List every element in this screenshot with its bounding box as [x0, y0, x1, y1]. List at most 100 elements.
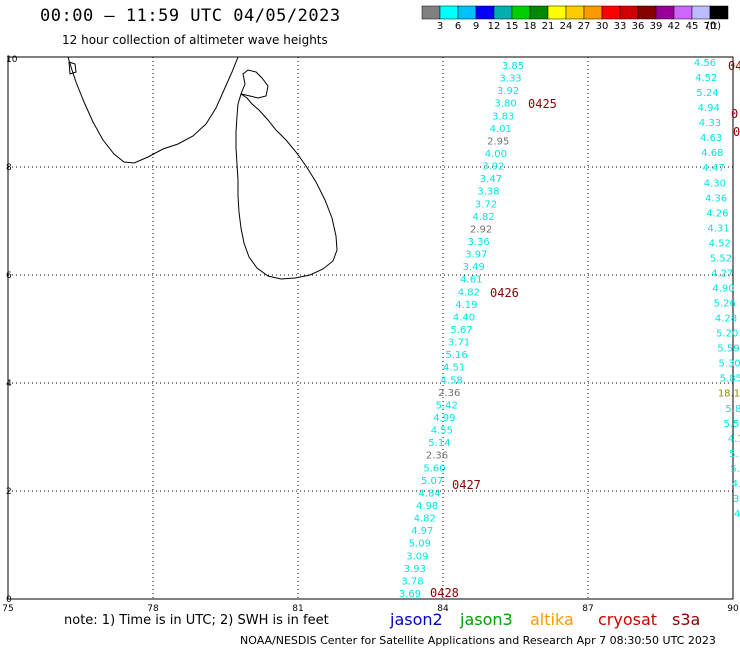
wave-height-label: 4.84 — [418, 488, 440, 499]
latitude-tick-label: 2 — [6, 487, 12, 497]
legend-tick-label: 15 — [506, 21, 519, 32]
mission-s3a: s3a — [672, 610, 701, 629]
longitude-tick-label: 90 — [727, 604, 739, 614]
wave-height-label: 5.85 — [720, 374, 740, 385]
legend-swatch — [493, 5, 513, 20]
wave-height-label: 4.52 — [709, 238, 731, 249]
wave-height-label: 5.8 — [725, 404, 740, 415]
wave-height-label: 3.85 — [502, 61, 524, 72]
legend-tick-label: 24 — [560, 21, 573, 32]
legend-swatch — [601, 5, 621, 20]
india-islet — [68, 61, 77, 75]
wave-height-label: 5.24 — [696, 88, 718, 99]
wave-height-label: 2.95 — [487, 136, 509, 147]
mission-jason3: jason3 — [460, 610, 513, 629]
wave-height-label: 4.30 — [704, 178, 726, 189]
wave-height-label: 4.99 — [433, 413, 455, 424]
latitude-tick-label: 10 — [6, 55, 18, 65]
color-legend — [421, 5, 729, 20]
pass-label-partial: 04 — [728, 59, 740, 73]
wave-height-label: 4.7 — [728, 434, 740, 445]
legend-swatch — [583, 5, 603, 20]
legend-tick-label: 3 — [437, 21, 443, 32]
wave-height-label: 4.31 — [707, 223, 729, 234]
longitude-tick-label: 87 — [582, 604, 593, 614]
pass-label-0426: 0426 — [490, 286, 519, 300]
wave-height-label: 5.57 — [723, 419, 740, 430]
longitude-tick-label: 81 — [292, 604, 303, 614]
wave-height-label: 4.00 — [485, 149, 507, 160]
wave-height-label: 3.38 — [477, 187, 499, 198]
wave-height-label: 5.26 — [714, 299, 736, 310]
longitude-tick-label: 75 — [2, 604, 13, 614]
wave-height-label: 5.59 — [717, 344, 739, 355]
wave-height-label: 3.80 — [495, 99, 517, 110]
wave-height-label: 3.78 — [401, 576, 423, 587]
wave-height-label: 4.98 — [416, 501, 438, 512]
wave-height-label: 3.49 — [463, 262, 485, 273]
wave-height-label: 5.67 — [450, 325, 472, 336]
wave-height-label: 4.52 — [695, 73, 717, 84]
wave-height-label: 5.60 — [423, 463, 445, 474]
wave-height-label: 4.58 — [441, 375, 463, 386]
wave-height-label: 3.92 — [482, 162, 504, 173]
pass-label-partial: 0 — [733, 125, 740, 139]
wave-height-label: 5.1 — [729, 449, 740, 460]
jaffna-peninsula — [240, 69, 269, 99]
chart-title: 00:00 – 11:59 UTC 04/05/2023 — [40, 6, 341, 26]
wave-height-label: 4.56 — [694, 58, 716, 69]
wave-height-label: 5.42 — [436, 400, 458, 411]
wave-height-label: 5.1 — [730, 464, 740, 475]
wave-height-label: 2.36 — [426, 451, 448, 462]
wave-height-label: 2.92 — [470, 224, 492, 235]
mission-altika: altika — [530, 610, 574, 629]
legend-unit: (ft) — [706, 21, 721, 32]
legend-tick-label: 45 — [686, 21, 699, 32]
legend-swatch — [565, 5, 585, 20]
legend-swatch — [709, 5, 729, 20]
legend-tick-label: 70 — [704, 21, 717, 32]
wave-height-label: 3.09 — [406, 551, 428, 562]
wave-height-label: 4.1 — [734, 509, 740, 520]
wave-height-label: 4.27 — [711, 268, 733, 279]
india-coastline — [67, 56, 239, 164]
wave-height-label: 4.63 — [700, 133, 722, 144]
wave-height-label: 4.94 — [698, 103, 720, 114]
pass-label-0427: 0427 — [452, 478, 481, 492]
wave-height-label: 4.97 — [411, 526, 433, 537]
legend-swatch — [475, 5, 495, 20]
altimeter-track-east: 4.56 4.52 5.24 4.94 4.33 4.63 4.68 4.47 4.30 4.36… — [694, 58, 740, 520]
legend-tick-label: 33 — [614, 21, 627, 32]
legend-swatch — [421, 5, 441, 20]
wave-height-label: 5.07 — [421, 476, 443, 487]
wave-height-label: 4.82 — [458, 287, 480, 298]
wave-height-label: 5.16 — [445, 350, 467, 361]
pass-label-0425: 0425 — [528, 97, 557, 111]
pass-label-partial: 0 — [731, 107, 738, 121]
legend-swatch — [511, 5, 531, 20]
legend-swatch — [655, 5, 675, 20]
wave-height-label: 4.68 — [701, 148, 723, 159]
mission-cryosat: cryosat — [598, 610, 658, 629]
wave-height-label: 4.28 — [715, 314, 737, 325]
legend-swatch — [673, 5, 693, 20]
wave-height-label: 3.36 — [468, 237, 490, 248]
legend-swatch — [619, 5, 639, 20]
latitude-tick-label: 6 — [6, 271, 12, 281]
wave-height-label: 5.09 — [409, 539, 431, 550]
legend-tick-label: 42 — [668, 21, 681, 32]
wave-height-label: 4.19 — [455, 300, 477, 311]
legend-swatch — [691, 5, 711, 20]
wave-height-label: 4.90 — [712, 284, 734, 295]
longitude-tick-label: 78 — [147, 604, 159, 614]
wave-height-label: 4.82 — [472, 212, 494, 223]
latitude-tick-label: 0 — [6, 595, 12, 605]
legend-swatch — [439, 5, 459, 20]
wave-height-label: 4.01 — [490, 124, 512, 135]
credit-footer: NOAA/NESDIS Center for Satellite Applica… — [240, 634, 716, 647]
legend-tick-label: 21 — [542, 21, 555, 32]
legend-tick-label: 39 — [650, 21, 663, 32]
legend-tick-label: 36 — [632, 21, 645, 32]
wave-height-label: 4.47 — [703, 163, 725, 174]
